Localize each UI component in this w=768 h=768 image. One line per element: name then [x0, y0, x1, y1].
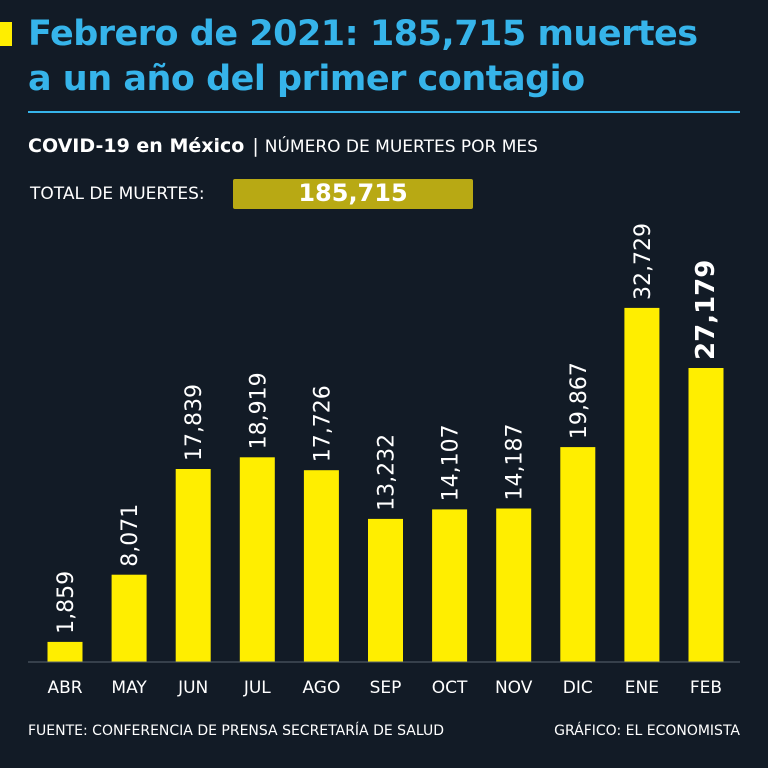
subtitle-measure: NÚMERO DE MUERTES POR MES: [264, 137, 538, 157]
accent-marker: [0, 22, 12, 46]
bar-dic: [560, 447, 596, 662]
value-label-nov: 14,187: [503, 424, 528, 501]
category-label-feb: FEB: [690, 678, 722, 698]
value-label-ene: 32,729: [631, 223, 656, 300]
headline-divider: [28, 111, 740, 113]
total-highlight-box: [233, 179, 473, 209]
category-label-sep: SEP: [370, 678, 402, 698]
bar-may: [111, 574, 147, 662]
bar-nov: [496, 508, 532, 662]
category-label-jul: JUL: [243, 678, 271, 698]
total-label: TOTAL DE MUERTES:: [30, 184, 205, 204]
headline-line-2: a un año del primer contagio: [28, 59, 585, 99]
category-labels-layer: ABR MAY JUN JUL AGO SEP OCT NOV DIC ENE FEB: [47, 678, 722, 698]
source-note: FUENTE: CONFERENCIA DE PRENSA SECRETARÍA…: [28, 723, 445, 739]
category-label-nov: NOV: [495, 678, 533, 698]
category-label-jun: JUN: [177, 678, 208, 698]
bar-jul: [239, 457, 275, 662]
value-label-abr: 1,859: [54, 571, 79, 634]
bars-layer: [47, 307, 724, 662]
bar-abr: [47, 641, 83, 662]
chart-subtitle: COVID-19 en México | NÚMERO DE MUERTES POR…: [28, 133, 538, 160]
credit-note: GRÁFICO: EL ECONOMISTA: [554, 723, 740, 739]
bar-feb: [688, 368, 724, 662]
category-label-abr: ABR: [47, 678, 82, 698]
subtitle-separator: |: [252, 135, 259, 157]
value-label-dic: 19,867: [567, 362, 592, 439]
bar-ene: [624, 307, 660, 662]
value-label-ago: 17,726: [310, 385, 335, 462]
bar-ago: [303, 470, 339, 662]
value-label-may: 8,071: [118, 504, 143, 567]
value-label-oct: 14,107: [439, 424, 464, 501]
value-label-sep: 13,232: [375, 434, 400, 511]
value-label-feb: 27,179: [691, 260, 721, 360]
headline-line-1: Febrero de 2021: 185,715 muertes: [28, 14, 698, 54]
category-label-ago: AGO: [302, 678, 340, 698]
value-label-jun: 17,839: [182, 384, 207, 461]
category-label-oct: OCT: [432, 678, 468, 698]
headline: Febrero de 2021: 185,715 muertes a un añ…: [28, 12, 748, 102]
bar-sep: [368, 518, 403, 662]
subtitle-topic: COVID-19 en México: [28, 135, 245, 157]
category-label-dic: DIC: [563, 678, 593, 698]
bar-oct: [432, 509, 468, 662]
bar-jun: [175, 469, 211, 662]
labels-layer: 1,859 8,071 17,839 18,919 17,726 13,232 14,107…: [54, 223, 721, 634]
category-label-ene: ENE: [625, 678, 659, 698]
value-label-jul: 18,919: [246, 372, 271, 449]
category-label-may: MAY: [111, 678, 147, 698]
total-value: 185,715: [298, 179, 408, 207]
